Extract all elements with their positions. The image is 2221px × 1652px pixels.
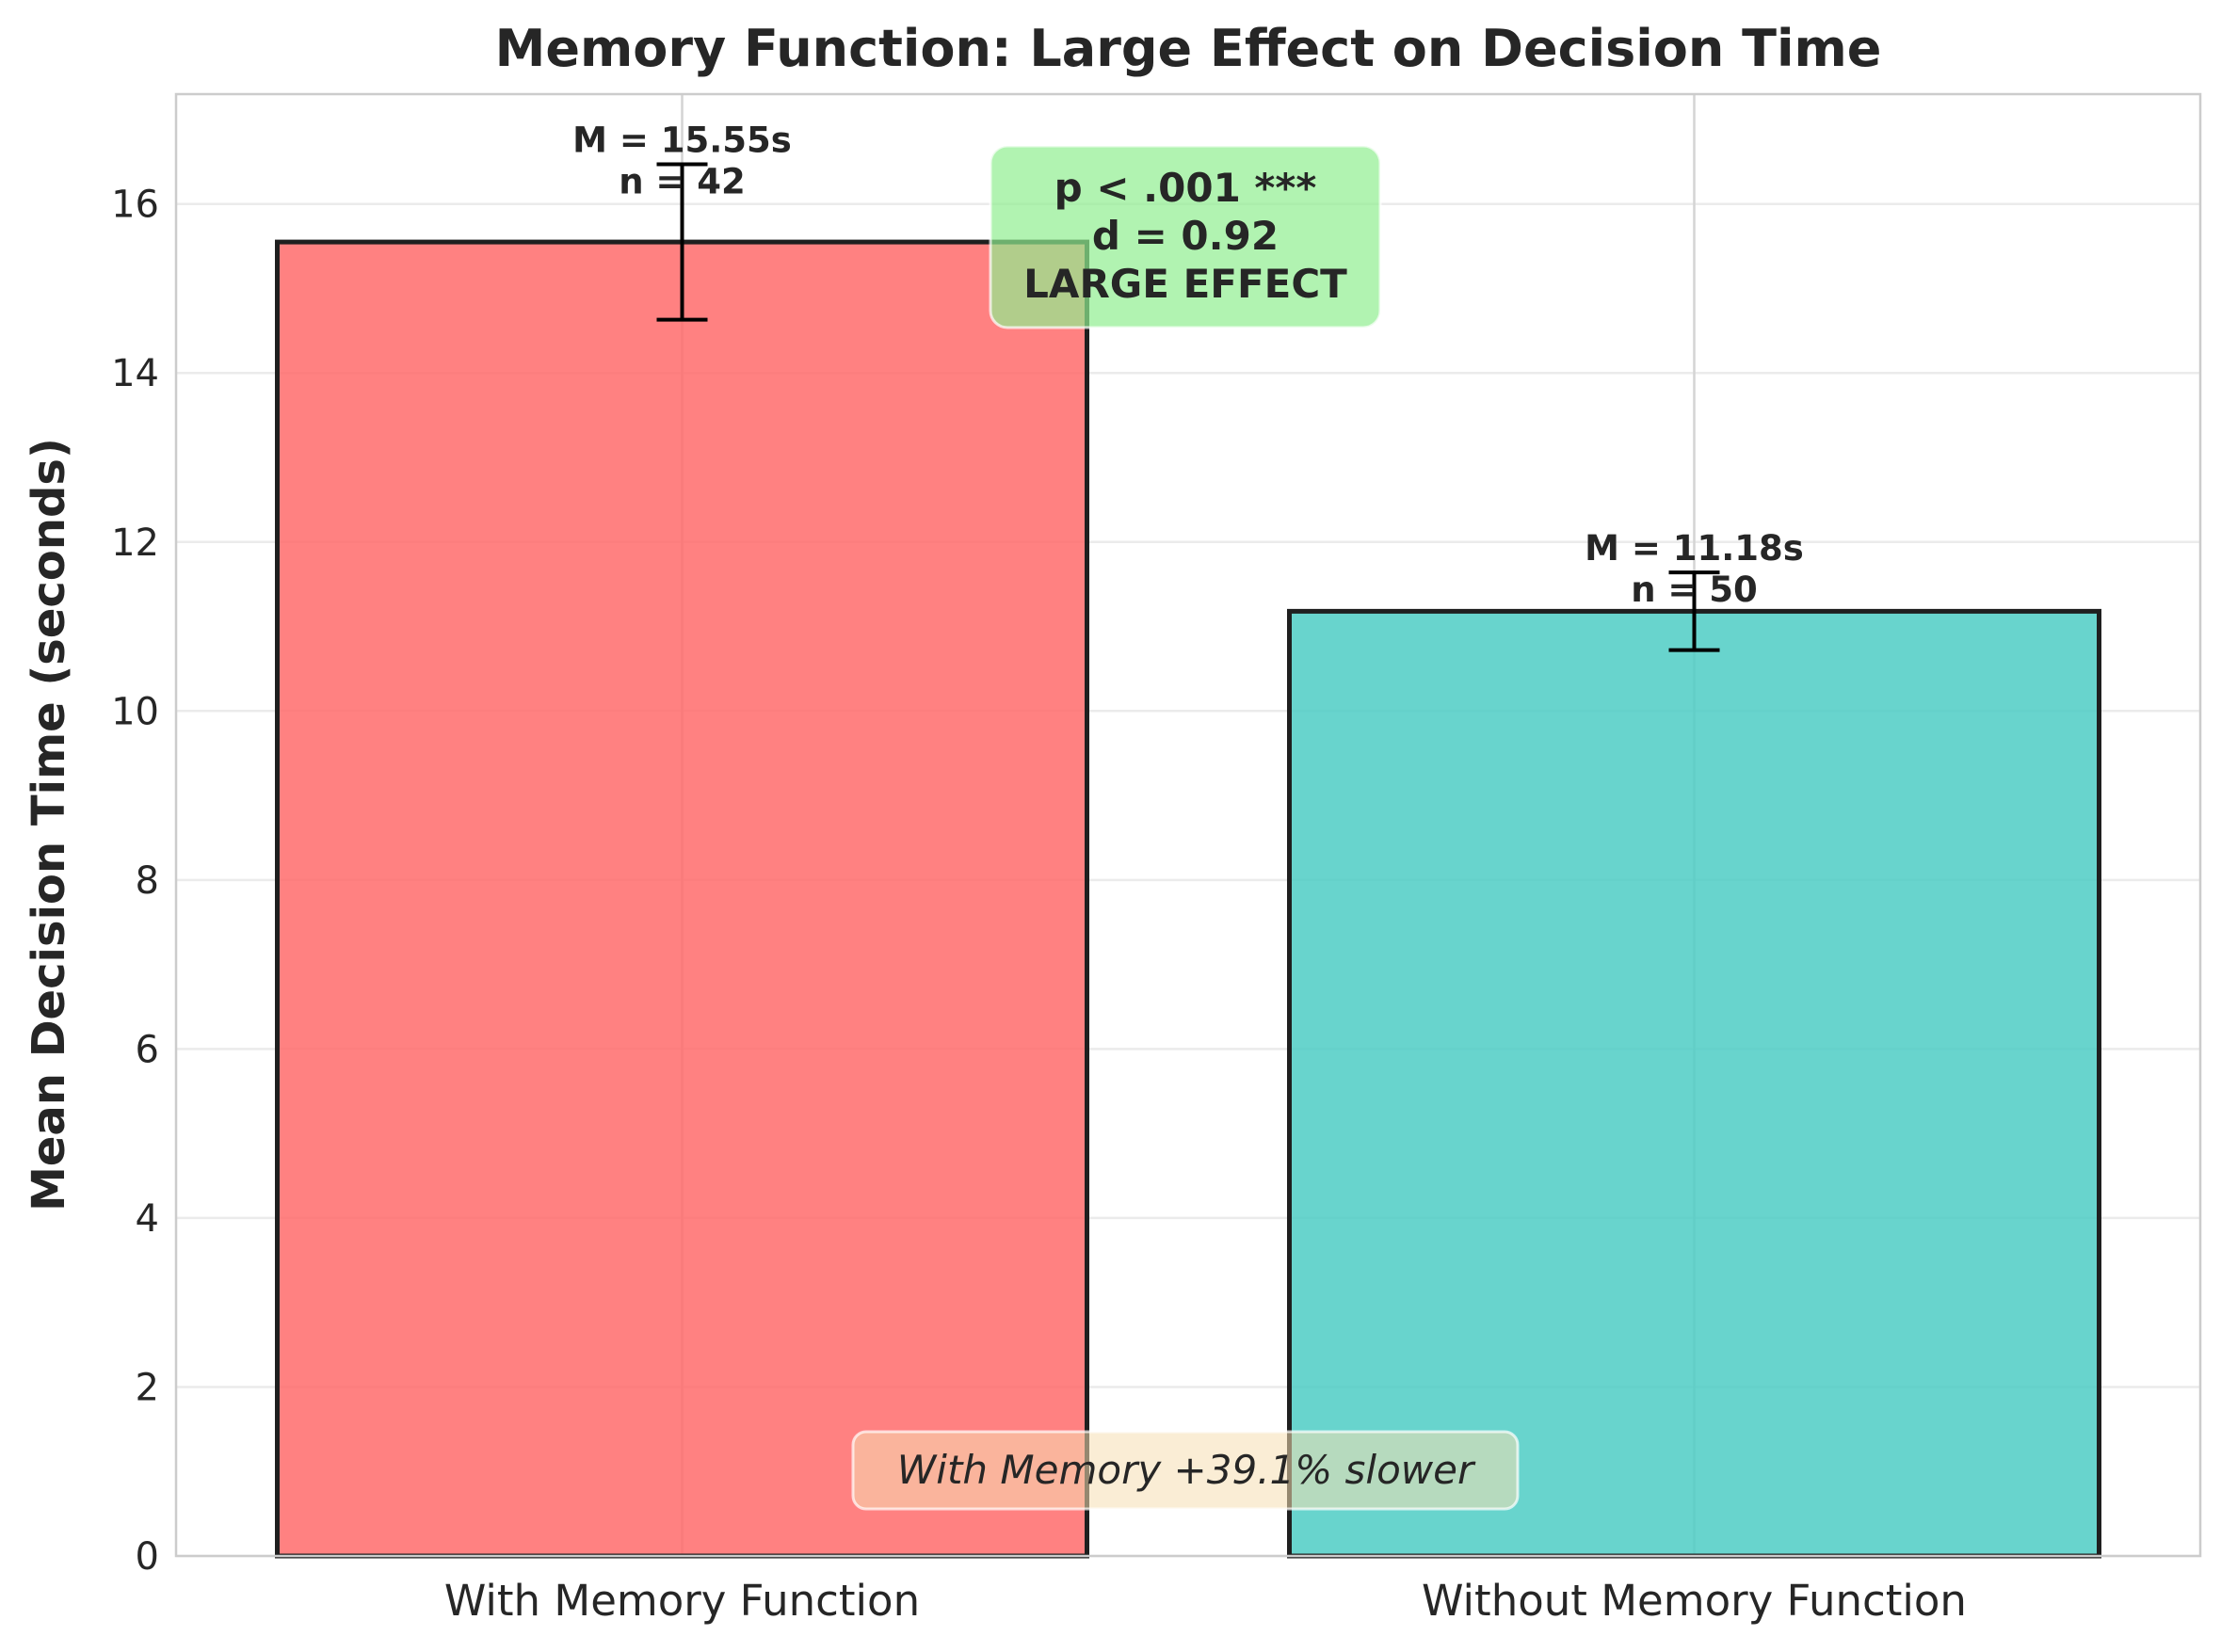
x-category-label: Without Memory Function [1422, 1576, 1967, 1626]
error-bars [656, 162, 1720, 652]
plot-frame [174, 92, 2202, 1558]
note-text: With Memory +39.1% slower [897, 1447, 1476, 1493]
bar-n-label: n = 42 [619, 162, 746, 202]
y-tick-label: 10 [111, 690, 159, 733]
note-box: With Memory +39.1% slower [851, 1430, 1520, 1511]
stat-effect-label: LARGE EFFECT [1023, 261, 1347, 307]
bar-n-label: n = 50 [1631, 569, 1758, 610]
y-tick-label: 0 [136, 1535, 159, 1579]
x-category-label: With Memory Function [444, 1576, 920, 1626]
bar-mean-label: M = 15.55s [572, 120, 792, 161]
bar [1287, 608, 2101, 1559]
y-tick-label: 16 [111, 184, 159, 227]
chart-title: Memory Function: Large Effect on Decisio… [495, 19, 1882, 78]
x-axis-ticks: With Memory Function Without Memory Funct… [444, 1576, 1967, 1626]
stat-effect-size: d = 0.92 [1092, 213, 1279, 259]
y-tick-label: 2 [136, 1366, 159, 1409]
stat-box-background [989, 144, 1382, 329]
note-box-background [851, 1430, 1520, 1511]
stat-p-value: p < .001 *** [1054, 165, 1317, 211]
y-tick-label: 12 [111, 521, 159, 565]
y-tick-label: 4 [136, 1197, 159, 1241]
y-tick-label: 8 [136, 859, 159, 903]
bars [275, 239, 2101, 1559]
y-tick-label: 6 [136, 1028, 159, 1071]
stat-box: p < .001 *** d = 0.92 LARGE EFFECT [989, 144, 1382, 329]
y-tick-label: 14 [111, 352, 159, 395]
y-axis-ticks: 0 2 4 6 8 10 12 14 16 [111, 184, 159, 1579]
bar [275, 239, 1089, 1559]
y-axis-label: Mean Decision Time (seconds) [23, 438, 75, 1211]
bar-mean-label: M = 11.18s [1585, 528, 1804, 569]
